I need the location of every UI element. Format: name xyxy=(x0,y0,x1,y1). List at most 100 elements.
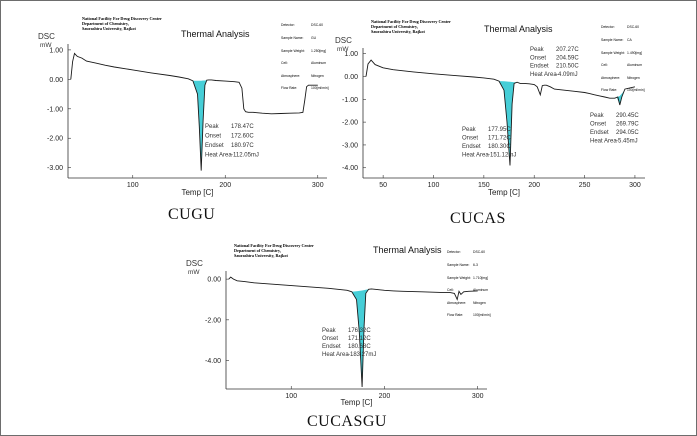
y-tick-label: 0.00 xyxy=(344,74,358,81)
y-unit-label: DSC xyxy=(186,259,203,268)
peak-annotation-value: 171.72C xyxy=(488,136,511,142)
peak-annotation-value: 180.97C xyxy=(231,143,254,149)
y-unit-label: mW xyxy=(40,42,52,49)
peak-annotation-top-value: 210.50C xyxy=(556,64,579,70)
y-unit-label: mW xyxy=(188,269,200,276)
peak-annotation-label: Heat Area xyxy=(322,352,349,358)
peak-area-fill xyxy=(192,79,209,171)
department-line: Department of Chemistry, xyxy=(234,248,281,254)
peak-annotation-label: Onset xyxy=(462,136,478,142)
panel1-meta: Detector: DSC-60 Sample Name: GU Sample We… xyxy=(281,23,329,91)
peak-annotation-value: 177.95C xyxy=(488,127,511,133)
x-tick-label: 100 xyxy=(127,182,139,189)
y-tick-label: -1.00 xyxy=(47,106,63,113)
dsc-curve xyxy=(70,52,318,171)
peak-annotation-value: 178.47C xyxy=(231,124,254,130)
peak-annotation-top-label: Peak xyxy=(530,47,545,53)
y-tick-label: -3.00 xyxy=(342,142,358,149)
peak-annotation-top-label: Onset xyxy=(530,55,546,61)
y-tick-label: -2.00 xyxy=(205,317,221,324)
institution-line: National Facility For Drug Discovery Cen… xyxy=(234,243,314,248)
x-tick-label: 300 xyxy=(472,393,484,400)
x-tick-label: 150 xyxy=(478,182,490,189)
x-tick-label: 100 xyxy=(428,182,440,189)
peak-annotation-label: Peak xyxy=(322,328,337,334)
y-tick-label: -4.00 xyxy=(205,358,221,365)
peak-area-fill xyxy=(499,81,518,166)
peak-annotation-value: 172.60C xyxy=(231,134,254,140)
caption-cucasgu: CUCASGU xyxy=(307,413,387,430)
peak-annotation-label: Endset xyxy=(462,144,481,150)
x-tick-label: 300 xyxy=(629,182,641,189)
peak-annotation-right-value: 294.05C xyxy=(616,130,639,136)
peak-annotation-value: 171.12C xyxy=(348,336,371,342)
panel1-title: Thermal Analysis xyxy=(181,29,250,39)
institution-line: National Facility For Drug Discovery Cen… xyxy=(371,19,451,24)
peak-annotation-label: Endset xyxy=(205,143,224,149)
department-line: Department of Chemistry, xyxy=(82,21,129,27)
caption-cugu: CUGU xyxy=(168,206,216,223)
y-unit-label: DSC xyxy=(38,32,55,41)
y-tick-label: 1.00 xyxy=(49,47,63,54)
peak-annotation-right-value: 269.79C xyxy=(616,122,639,128)
x-tick-label: 200 xyxy=(379,393,391,400)
y-tick-label: -2.00 xyxy=(47,136,63,143)
peak-annotation-right-label: Endset xyxy=(590,130,609,136)
y-tick-label: 0.00 xyxy=(49,77,63,84)
peak-annotation-right-value: -5.45mJ xyxy=(616,139,638,145)
peak-annotation-label: Onset xyxy=(205,134,221,140)
panel2-header: National Facility For Drug Discovery Cen… xyxy=(371,19,451,34)
peak-annotation-value: 180.68C xyxy=(348,344,371,350)
y-unit-label: DSC xyxy=(335,36,352,45)
x-axis-label: Temp [C] xyxy=(488,188,520,197)
y-unit-label: mW xyxy=(337,46,349,53)
y-tick-label: -1.00 xyxy=(342,97,358,104)
y-tick-label: -3.00 xyxy=(47,165,63,172)
x-tick-label: 200 xyxy=(528,182,540,189)
peak-annotation-right-label: Peak xyxy=(590,113,605,119)
dsc-curve xyxy=(365,59,635,166)
peak-annotation-right-label: Onset xyxy=(590,122,606,128)
x-tick-label: 250 xyxy=(579,182,591,189)
y-tick-label: -2.00 xyxy=(342,120,358,127)
university-line: Saurashtra University, Rajkot xyxy=(234,253,288,259)
panel2-meta: Detector: DSC-60 Sample Name: CA Sample We… xyxy=(601,25,645,93)
caption-cucas: CUCAS xyxy=(450,210,506,227)
peak-annotation-label: Heat Area xyxy=(462,153,489,159)
x-tick-label: 100 xyxy=(285,393,297,400)
panel1-header: National Facility For Drug Discovery Cen… xyxy=(82,16,162,31)
x-tick-label: 300 xyxy=(312,182,324,189)
panel3-header: National Facility For Drug Discovery Cen… xyxy=(234,243,314,258)
x-tick-label: 200 xyxy=(219,182,231,189)
institution-line: National Facility For Drug Discovery Cen… xyxy=(82,16,162,21)
department-line: Department of Chemistry, xyxy=(371,24,418,30)
peak-annotation-label: Onset xyxy=(322,336,338,342)
dsc-curve xyxy=(228,276,478,388)
peak-annotation-value: -112.05mJ xyxy=(231,153,259,159)
peak-annotation-value: 180.30C xyxy=(488,144,511,150)
peak-annotation-right-label: Heat Area xyxy=(590,139,617,145)
peak-annotation-label: Peak xyxy=(462,127,477,133)
peak-annotation-value: -151.12mJ xyxy=(488,153,516,159)
peak-annotation-label: Endset xyxy=(322,344,341,350)
peak-annotation-top-value: -4.09mJ xyxy=(556,72,578,78)
university-line: Saurashtra University, Rajkot xyxy=(82,26,136,32)
peak-annotation-label: Peak xyxy=(205,124,220,130)
y-tick-label: 1.00 xyxy=(344,51,358,58)
peak-annotation-top-value: 204.59C xyxy=(556,55,579,61)
panel2-title: Thermal Analysis xyxy=(484,24,553,34)
panel3-title: Thermal Analysis xyxy=(373,245,442,255)
x-tick-label: 50 xyxy=(379,182,387,189)
peak-annotation-right-value: 290.45C xyxy=(616,113,639,119)
peak-annotation-value: -183.27mJ xyxy=(348,352,376,358)
panel3-meta: Detector: DSC-60 Sample Name: 6-3 Sample W… xyxy=(447,250,491,318)
peak-annotation-top-label: Heat Area xyxy=(530,72,557,78)
y-tick-label: -4.00 xyxy=(342,165,358,172)
university-line: Saurashtra University, Rajkot xyxy=(371,29,425,35)
peak-annotation-value: 176.32C xyxy=(348,328,371,334)
x-axis-label: Temp [C] xyxy=(340,398,372,407)
